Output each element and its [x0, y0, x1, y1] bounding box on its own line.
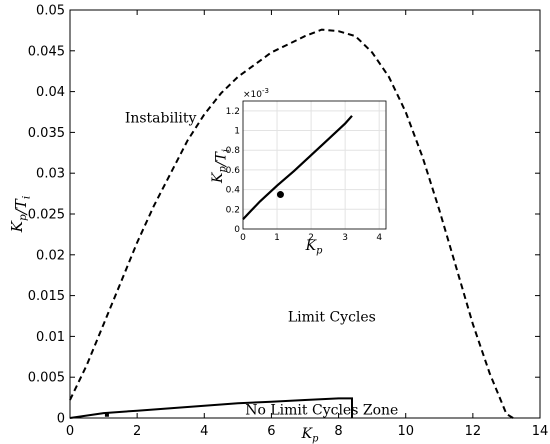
y-tick-label: 0.05 — [36, 4, 65, 19]
inset-y-exponent: ×10-3 — [243, 87, 269, 100]
y-tick-label: 0.005 — [28, 371, 65, 386]
inset-y-tick-label: 0.6 — [226, 166, 241, 176]
inset-operating-point — [276, 191, 284, 199]
region-annotation: Instability — [125, 111, 197, 127]
x-tick-label: 14 — [532, 424, 549, 439]
main-plot: 0 2 4 6 8 10 12 1400.0050.010.0150.020.0250.030… — [8, 4, 548, 444]
inset-y-axis-label: Kp/Ti — [210, 149, 232, 184]
inset-x-tick-label: 3 — [342, 233, 348, 243]
inset-axes-box — [242, 100, 387, 230]
inset-x-axis-label: Kp — [305, 238, 323, 257]
x-tick-label: 10 — [397, 424, 414, 439]
inset-y-tick-label: 1.2 — [226, 107, 240, 117]
x-tick-label: 8 — [334, 424, 342, 439]
inset-y-tick-label: 0 — [234, 225, 240, 235]
region-annotation: No Limit Cycles Zone — [245, 403, 398, 419]
inset-y-tick-label: 0.4 — [226, 186, 241, 196]
inset-x-tick-label: 0 — [240, 233, 246, 243]
y-tick-label: 0.015 — [28, 289, 65, 304]
x-tick-label: 2 — [133, 424, 141, 439]
y-tick-label: 0.01 — [36, 330, 65, 345]
inset-x-tick-label: 2 — [308, 233, 314, 243]
instability-boundary-curve — [69, 28, 514, 419]
x-tick-label: 6 — [267, 424, 275, 439]
inset-y-tick-label: 0.8 — [226, 146, 241, 156]
inset-y-tick-label: 0.2 — [226, 205, 240, 215]
y-tick-label: 0.03 — [36, 167, 65, 182]
inset-y-tick-label: 1 — [234, 127, 240, 137]
limit-cycle-boundary-curve — [69, 397, 353, 419]
inset-plot: 0 1 2 3 4 0 0.2 0.4 0.6 0.8 1 1.2×10-3 Kp Kp/Ti — [210, 87, 387, 257]
y-tick-label: 0.02 — [36, 248, 65, 263]
operating-point-marker — [104, 412, 109, 417]
inset-background — [243, 101, 386, 229]
inset-x-tick-label: 4 — [376, 233, 382, 243]
y-tick-label: 0.04 — [36, 85, 65, 100]
x-tick-label: 12 — [465, 424, 482, 439]
y-tick-label: 0.025 — [28, 208, 65, 223]
x-tick-label: 4 — [200, 424, 208, 439]
y-axis-label: Kp/Ti — [8, 196, 33, 233]
inset-boundary-curve — [242, 115, 353, 220]
x-tick-label: 0 — [66, 424, 74, 439]
y-tick-label: 0.035 — [28, 126, 65, 141]
inset-x-tick-label: 1 — [274, 233, 280, 243]
region-annotation: Limit Cycles — [288, 310, 376, 326]
y-tick-label: 0 — [57, 412, 65, 427]
y-tick-label: 0.045 — [28, 44, 65, 59]
x-axis-label: Kp — [301, 426, 319, 444]
